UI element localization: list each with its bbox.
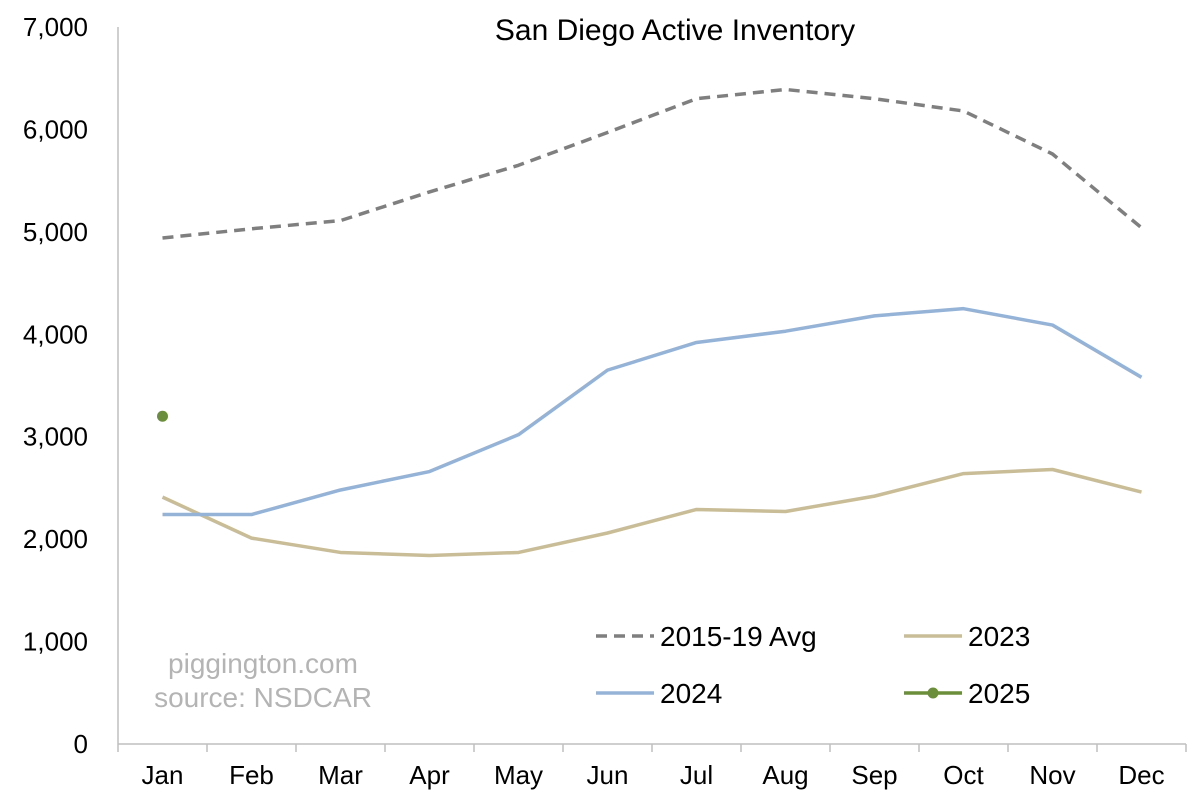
legend-label-2015-19-avg: 2015-19 Avg — [660, 621, 817, 652]
watermark-source: source: NSDCAR — [154, 682, 372, 713]
x-tick-label: Dec — [1118, 760, 1164, 790]
chart-axes — [117, 27, 1187, 752]
y-tick-label: 4,000 — [23, 319, 88, 349]
y-tick-label: 0 — [74, 729, 88, 759]
y-axis-tick-labels: 0 1,000 2,000 3,000 4,000 5,000 6,000 7,000 — [23, 12, 88, 759]
chart-title: San Diego Active Inventory — [495, 14, 855, 47]
x-tick-label: Jul — [680, 760, 713, 790]
y-tick-label: 5,000 — [23, 217, 88, 247]
y-tick-label: 6,000 — [23, 114, 88, 144]
y-tick-label: 3,000 — [23, 422, 88, 452]
legend-marker-2025 — [927, 687, 939, 699]
x-tick-label: Feb — [229, 760, 274, 790]
x-tick-label: Nov — [1029, 760, 1075, 790]
series-line-2015-19-avg — [162, 87, 1143, 240]
x-axis-tick-labels: Jan Feb Mar Apr May Jun Jul Aug Sep Oct Nov Dec — [142, 760, 1165, 790]
watermark: piggington.com source: NSDCAR — [154, 648, 372, 713]
watermark-site: piggington.com — [168, 648, 358, 679]
x-tick-label: Mar — [318, 760, 363, 790]
x-tick-label: Aug — [762, 760, 808, 790]
legend-label-2025: 2025 — [968, 678, 1030, 709]
x-tick-label: Jan — [142, 760, 184, 790]
x-tick-label: Apr — [409, 760, 450, 790]
legend-label-2024: 2024 — [660, 678, 722, 709]
legend-label-2023: 2023 — [968, 621, 1030, 652]
x-tick-label: Oct — [943, 760, 984, 790]
y-tick-label: 2,000 — [23, 524, 88, 554]
chart-series — [157, 87, 1143, 558]
series-line-2023 — [161, 467, 1142, 558]
series-line-2024 — [162, 306, 1143, 517]
y-tick-label: 7,000 — [23, 12, 88, 42]
x-tick-label: Sep — [851, 760, 897, 790]
y-tick-label: 1,000 — [23, 627, 88, 657]
chart-legend: 2015-19 Avg 2023 2024 2025 — [596, 621, 1030, 709]
x-tick-label: Jun — [587, 760, 629, 790]
series-point-2025 — [157, 410, 168, 422]
x-tick-label: May — [494, 760, 543, 790]
